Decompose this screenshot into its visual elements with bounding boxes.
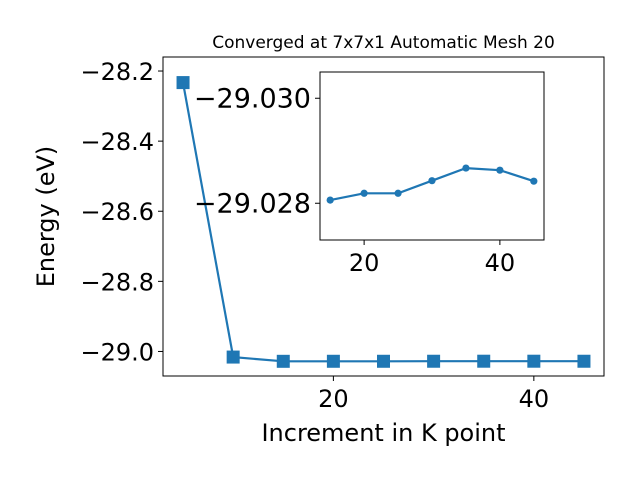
main-data-point bbox=[176, 76, 190, 90]
main-y-tick-label: −28.8 bbox=[80, 268, 154, 296]
main-data-point bbox=[326, 354, 340, 368]
main-data-point bbox=[377, 354, 390, 368]
main-y-tick-label: −28.4 bbox=[80, 128, 154, 156]
main-data-point bbox=[276, 354, 290, 368]
inset-x-tick-label: 20 bbox=[349, 249, 380, 277]
main-x-tick-label: 40 bbox=[519, 385, 550, 413]
inset-data-point bbox=[530, 177, 538, 185]
main-x-tick-label: 20 bbox=[318, 385, 349, 413]
main-data-point bbox=[226, 350, 240, 364]
main-data-point bbox=[527, 354, 541, 368]
inset-data-point bbox=[428, 177, 436, 185]
main-data-point bbox=[577, 354, 591, 368]
inset-data-point bbox=[360, 189, 368, 197]
y-axis-label: Energy (eV) bbox=[32, 146, 60, 288]
inset-plot-frame bbox=[319, 71, 545, 241]
inset-data-point bbox=[394, 189, 402, 197]
inset-data-point bbox=[462, 164, 470, 172]
inset-data-point bbox=[496, 166, 504, 174]
main-data-point bbox=[477, 354, 491, 368]
main-y-tick-label: −29.0 bbox=[80, 338, 154, 366]
main-data-point bbox=[427, 354, 441, 368]
chart-title: Converged at 7x7x1 Automatic Mesh 20 bbox=[212, 33, 555, 53]
inset-y-tick-label: −29.030 bbox=[194, 83, 311, 114]
main-y-tick-label: −28.2 bbox=[80, 58, 154, 86]
inset-data-point bbox=[326, 196, 334, 204]
main-y-tick-label: −28.6 bbox=[80, 198, 154, 226]
x-axis-label: Increment in K point bbox=[261, 419, 505, 447]
inset-x-tick-label: 40 bbox=[485, 249, 516, 277]
inset-y-tick-label: −29.028 bbox=[194, 188, 311, 219]
